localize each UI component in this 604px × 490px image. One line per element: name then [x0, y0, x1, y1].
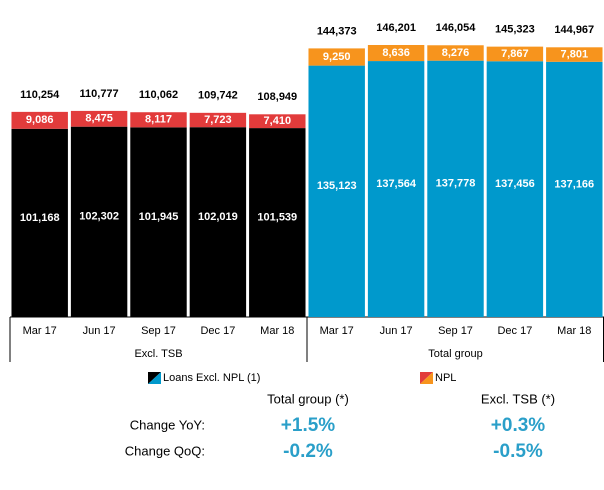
total-label: 146,054: [436, 22, 477, 34]
bar-segment: [130, 127, 187, 317]
bar-segment: [427, 60, 484, 317]
change-value: +0.3%: [491, 415, 546, 436]
data-label: 7,723: [204, 114, 232, 126]
bar-segment: [130, 112, 187, 128]
bar-segment: [427, 45, 484, 61]
x-tick-label: Dec 17: [200, 325, 235, 337]
x-tick-label: Mar 18: [557, 325, 591, 337]
total-label: 109,742: [198, 90, 238, 102]
total-label: 110,254: [20, 89, 60, 101]
legend-icon: [148, 372, 161, 384]
data-label: 9,250: [323, 51, 351, 63]
data-label: 101,539: [257, 211, 297, 223]
x-tick-label: Jun 17: [380, 325, 413, 337]
data-label: 7,867: [501, 48, 529, 60]
legend-label: Loans Excl. NPL (1): [163, 372, 260, 384]
total-label: 110,777: [80, 88, 119, 100]
data-label: 101,168: [20, 212, 60, 224]
bar-segment: [486, 61, 544, 318]
group-label: Total group: [428, 348, 482, 360]
bar-segment: [249, 128, 306, 317]
data-label: 9,086: [26, 114, 54, 126]
group-label: Excl. TSB: [134, 348, 182, 360]
change-value: -0.2%: [283, 441, 333, 462]
row-label: Change QoQ:: [125, 443, 205, 458]
data-label: 8,475: [85, 113, 113, 125]
bar-segment: [308, 48, 365, 66]
x-tick-label: Jun 17: [83, 325, 116, 337]
bar-segment: [367, 45, 425, 62]
data-label: 8,276: [442, 47, 470, 59]
data-label: 102,019: [198, 211, 238, 223]
bar-segment: [249, 114, 306, 129]
x-tick-label: Mar 18: [260, 325, 294, 337]
data-label: 101,945: [139, 211, 179, 223]
data-label: 135,123: [317, 180, 357, 192]
bar-segment: [189, 112, 247, 128]
total-label: 145,323: [495, 24, 535, 36]
legend-icon: [420, 372, 433, 384]
column-header: Excl. TSB (*): [481, 391, 555, 406]
bar-segment: [11, 111, 68, 129]
data-label: 7,801: [561, 48, 589, 60]
x-tick-label: Mar 17: [320, 325, 354, 337]
data-label: 137,166: [554, 178, 594, 190]
bar-segment: [546, 47, 603, 62]
column-header: Total group (*): [267, 391, 349, 406]
bar-segment: [70, 126, 128, 317]
data-label: 7,410: [264, 115, 292, 127]
total-label: 144,373: [317, 25, 357, 37]
total-label: 146,201: [376, 22, 416, 34]
bar-segment: [546, 61, 603, 317]
bar-segment: [308, 65, 365, 317]
data-label: 102,302: [79, 211, 119, 223]
x-tick-label: Mar 17: [23, 325, 57, 337]
bar-segment: [189, 127, 247, 317]
data-label: 137,778: [436, 178, 476, 190]
change-value: -0.5%: [493, 441, 543, 462]
bar-segment: [70, 110, 128, 127]
bar-segment: [11, 128, 68, 317]
legend-label: NPL: [435, 372, 456, 384]
data-label: 137,456: [495, 178, 535, 190]
x-tick-label: Sep 17: [438, 325, 473, 337]
total-label: 108,949: [257, 91, 297, 103]
row-label: Change YoY:: [130, 417, 205, 432]
bar-segment: [486, 46, 544, 62]
x-tick-label: Sep 17: [141, 325, 176, 337]
x-tick-label: Dec 17: [497, 325, 532, 337]
bar-segment: [367, 61, 425, 317]
total-label: 144,967: [554, 24, 594, 36]
change-value: +1.5%: [281, 415, 336, 436]
data-label: 137,564: [376, 178, 417, 190]
total-label: 110,062: [139, 89, 178, 101]
data-label: 8,117: [145, 114, 172, 126]
data-label: 8,636: [382, 47, 410, 59]
